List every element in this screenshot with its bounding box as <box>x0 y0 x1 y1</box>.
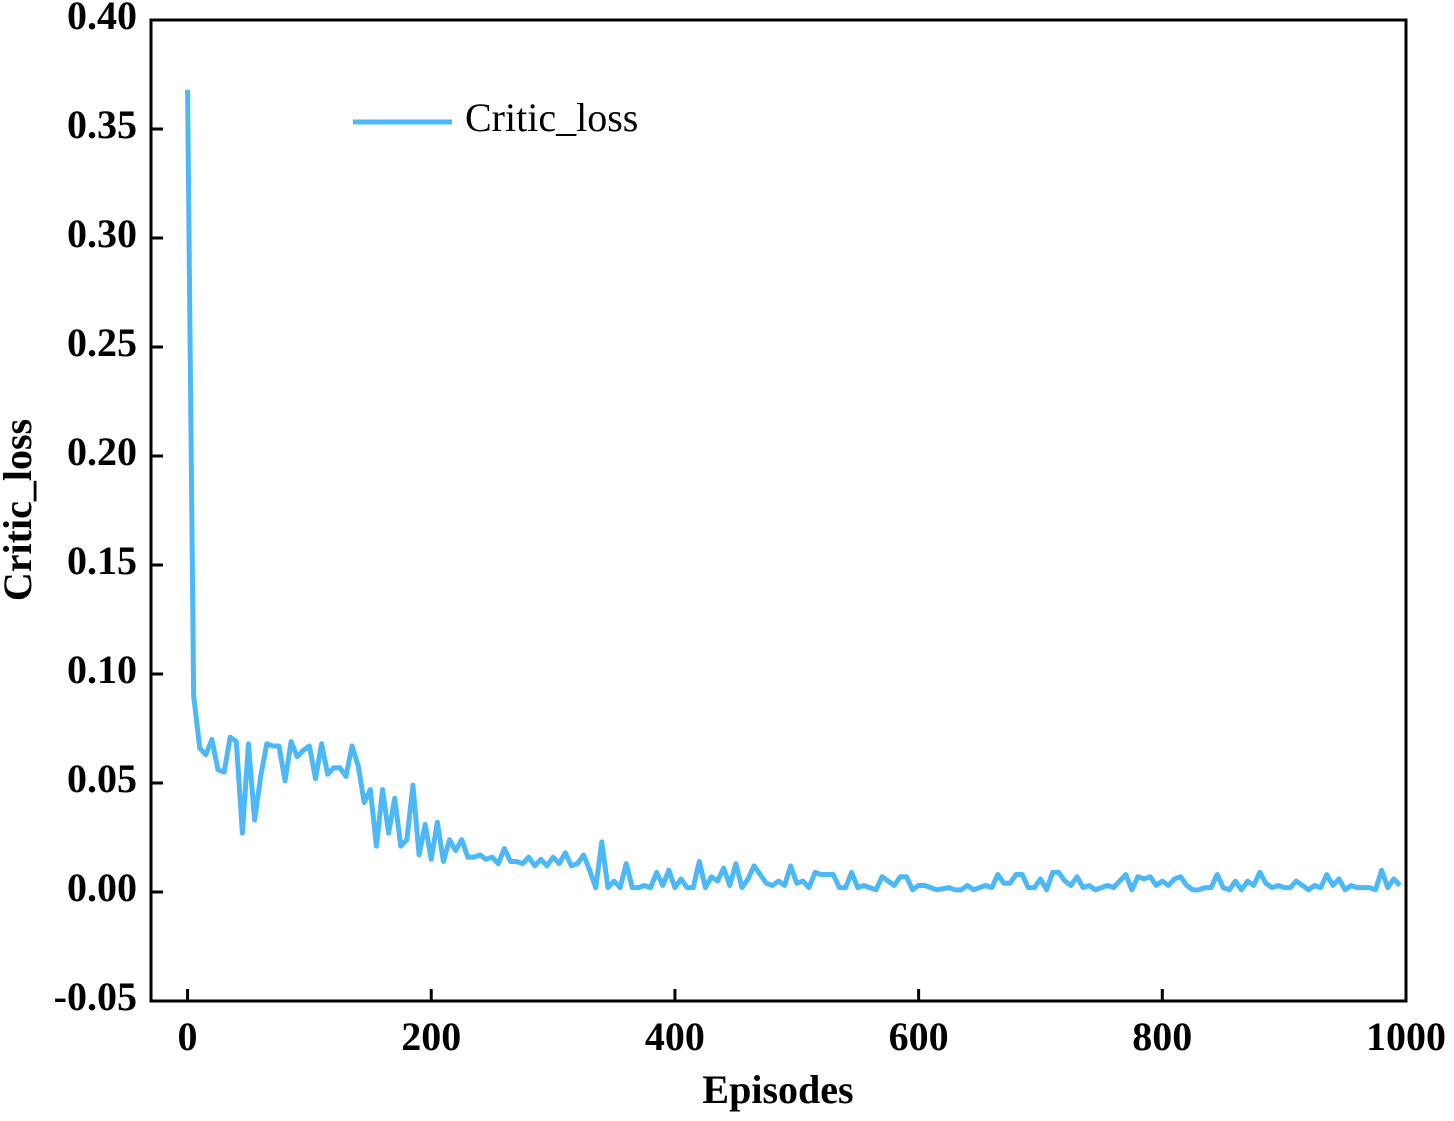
y-tick-label: 0.35 <box>67 102 137 147</box>
x-tick-label: 1000 <box>1366 1014 1446 1059</box>
line-series <box>185 89 1402 893</box>
x-axis-title: Episodes <box>702 1067 853 1112</box>
x-tick-label: 400 <box>645 1014 705 1059</box>
x-tick-label: 600 <box>889 1014 949 1059</box>
y-tick-label: 0.30 <box>67 211 137 256</box>
x-tick-label: 800 <box>1132 1014 1192 1059</box>
y-tick-label: 0.20 <box>67 429 137 474</box>
y-tick-label: 0.05 <box>67 756 137 801</box>
y-tick-label: 0.00 <box>67 865 137 910</box>
y-tick-label: 0.25 <box>67 320 137 365</box>
x-tick-label: 200 <box>401 1014 461 1059</box>
x-tick-label: 0 <box>178 1014 198 1059</box>
y-tick-label: -0.05 <box>54 974 137 1019</box>
y-tick-label: 0.40 <box>67 0 137 38</box>
plot-frame <box>149 18 1408 1003</box>
y-axis-title: Critic_loss <box>0 419 40 601</box>
y-tick-label: 0.10 <box>67 647 137 692</box>
legend-label: Critic_loss <box>465 95 638 140</box>
y-tick-label: 0.15 <box>67 538 137 583</box>
